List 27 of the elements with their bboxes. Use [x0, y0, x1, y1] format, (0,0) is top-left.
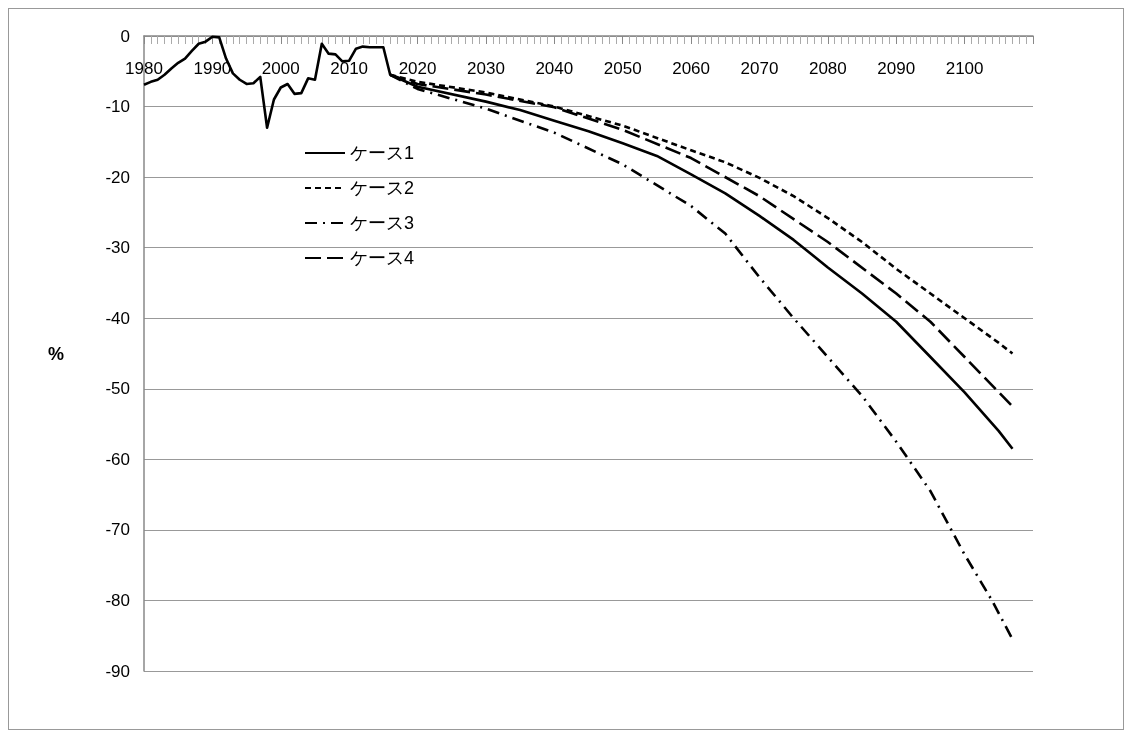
- y-tick-label: -70: [105, 520, 130, 540]
- x-tick-label: 2100: [945, 59, 984, 78]
- legend-label: ケース2: [350, 178, 415, 198]
- legend-label: ケース4: [350, 248, 415, 268]
- x-tick-label: 2020: [398, 59, 437, 78]
- x-tick-label: 2090: [877, 59, 916, 78]
- x-tick-label: 2030: [467, 59, 505, 78]
- x-tick-label: 2040: [535, 59, 574, 78]
- y-tick-label: -40: [105, 308, 130, 328]
- x-tick-label: 2050: [603, 59, 642, 78]
- x-tick-label: 2000: [261, 59, 300, 78]
- y-tick-label: -90: [105, 661, 130, 681]
- y-axis-title: %: [47, 343, 64, 364]
- x-tick-label: 2060: [672, 59, 710, 78]
- y-tick-label: -60: [105, 449, 130, 469]
- legend-label: ケース1: [350, 143, 415, 163]
- x-tick-label: 1980: [125, 59, 163, 78]
- x-tick-label: 2080: [808, 59, 847, 78]
- y-tick-label: -30: [105, 238, 130, 258]
- y-tick-label: -10: [105, 97, 130, 117]
- x-tick-label: 2070: [740, 59, 779, 78]
- y-tick-label: -80: [105, 590, 130, 610]
- y-tick-label: -20: [105, 167, 130, 187]
- y-tick-label: 0: [120, 26, 130, 46]
- x-tick-label: 2010: [330, 59, 369, 78]
- legend-label: ケース3: [350, 213, 415, 233]
- y-tick-label: -50: [105, 379, 130, 399]
